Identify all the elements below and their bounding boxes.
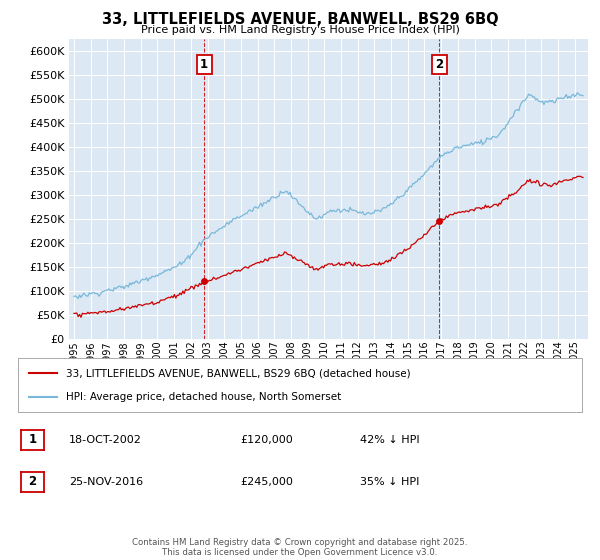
Text: 1: 1 xyxy=(28,433,37,446)
Text: Price paid vs. HM Land Registry's House Price Index (HPI): Price paid vs. HM Land Registry's House … xyxy=(140,25,460,35)
Text: 33, LITTLEFIELDS AVENUE, BANWELL, BS29 6BQ: 33, LITTLEFIELDS AVENUE, BANWELL, BS29 6… xyxy=(101,12,499,27)
Text: 1: 1 xyxy=(200,58,208,71)
Text: 42% ↓ HPI: 42% ↓ HPI xyxy=(360,435,419,445)
Text: HPI: Average price, detached house, North Somerset: HPI: Average price, detached house, Nort… xyxy=(66,391,341,402)
Text: 2: 2 xyxy=(436,58,443,71)
Text: 33, LITTLEFIELDS AVENUE, BANWELL, BS29 6BQ (detached house): 33, LITTLEFIELDS AVENUE, BANWELL, BS29 6… xyxy=(66,368,410,379)
Text: £245,000: £245,000 xyxy=(240,477,293,487)
Text: 35% ↓ HPI: 35% ↓ HPI xyxy=(360,477,419,487)
Text: 2: 2 xyxy=(28,475,37,488)
Text: £120,000: £120,000 xyxy=(240,435,293,445)
Text: 18-OCT-2002: 18-OCT-2002 xyxy=(69,435,142,445)
Text: Contains HM Land Registry data © Crown copyright and database right 2025.
This d: Contains HM Land Registry data © Crown c… xyxy=(132,538,468,557)
Text: 25-NOV-2016: 25-NOV-2016 xyxy=(69,477,143,487)
